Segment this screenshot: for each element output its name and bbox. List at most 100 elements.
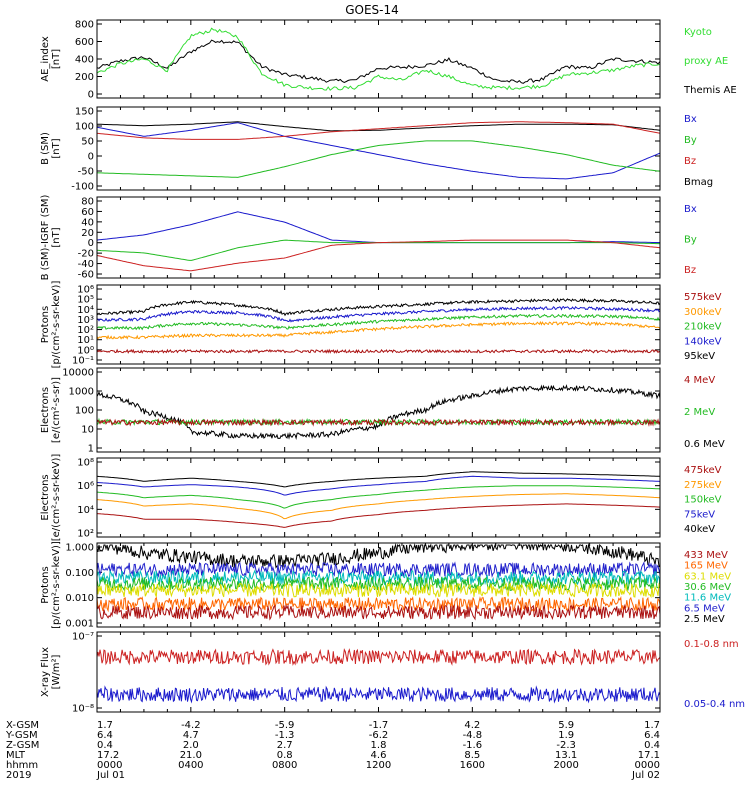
series-line	[96, 685, 661, 704]
legend-entry: Bz	[684, 265, 696, 276]
ephemeris-cell: 0.4	[97, 740, 113, 751]
legend-entry: Themis AE	[683, 85, 737, 96]
panel-xray: X-ray Flux[W/m²] 10⁻⁷ 10⁻⁸ 0.1-0.8 nm 0.05-0…	[40, 631, 745, 715]
y-axis-label-line: Electrons	[40, 474, 51, 520]
y-axis-label-line: [p/(cm²-s-sr-keV)]	[51, 281, 62, 369]
y-tick-label: 0.001	[65, 619, 94, 630]
legend-entry: 30.6 MeV	[684, 582, 731, 593]
legend-entry: 4 MeV	[684, 375, 715, 386]
y-tick-label: 80	[81, 197, 94, 208]
ephemeris-cell: 4.6	[371, 750, 387, 761]
y-axis-label-line: [p/(cm²-s-sr-keV)]	[51, 541, 62, 629]
legend-entry: 475keV	[684, 465, 722, 476]
y-axis-label-line: X-ray Flux	[40, 647, 51, 697]
y-axis-label-line: [nT]	[51, 138, 62, 158]
ephemeris-cell: -4.2	[181, 720, 201, 731]
y-tick-label: 40	[81, 217, 94, 228]
ephemeris-cell: 0000	[635, 760, 660, 771]
series-line	[96, 384, 661, 441]
ephemeris-cell: 5.9	[558, 720, 574, 731]
series-line	[96, 297, 661, 317]
ephemeris-cell: -4.8	[463, 730, 483, 741]
panel-b_sm: B (SM)[nT] 150 100 50 0 -50 -100 Bx By Bz Bmag	[40, 106, 713, 193]
ephemeris-cell: 1.8	[371, 740, 387, 751]
series-line	[96, 211, 660, 244]
legend-entry: Bx	[684, 204, 697, 215]
y-tick-label: 0	[88, 238, 94, 249]
panel-protons_kev: Protons[p/(cm²-s-sr-keV)] 10⁶10⁵10⁴10³10²…	[40, 281, 722, 369]
series-line	[96, 648, 661, 666]
ephemeris-cell: 0800	[272, 760, 297, 771]
ephemeris-cell: 6.4	[97, 730, 113, 741]
series-line	[96, 503, 661, 528]
ephemeris-table: X-GSMY-GSMZ-GSMMLThhmm20191.76.40.417.20…	[5, 720, 660, 781]
y-tick-label: 150	[75, 107, 94, 118]
ephemeris-cell: 0000	[97, 760, 122, 771]
y-axis-label: Electrons[e/(cm²-s-sr)]	[40, 377, 62, 443]
y-axis-label-line: AE_index	[40, 36, 51, 82]
legend-entry: proxy AE	[684, 56, 728, 67]
y-tick-label: 10000	[62, 368, 94, 379]
ephemeris-cell: 1.7	[97, 720, 113, 731]
series-line	[96, 561, 661, 579]
y-axis-label-line: [W/m²]	[51, 654, 62, 689]
panel-electrons_kev: Electrons[e/(cm²-s-sr-keV)] 10⁸ 10⁶ 10⁴ 10² 4…	[40, 454, 722, 542]
legend-entry: Bz	[684, 156, 696, 167]
legend-entry: 0.05-0.4 nm	[684, 699, 745, 710]
y-tick-label: 600	[75, 37, 94, 48]
panel-electrons_mev: Electrons[e/(cm²-s-sr)]10000 1000 100 10 1 4 …	[40, 367, 725, 455]
y-axis-label-line: Protons	[40, 566, 51, 603]
y-tick-label: 0.100	[65, 568, 94, 579]
ephemeris-cell: 17.1	[638, 750, 660, 761]
y-tick-label: 100	[75, 122, 94, 133]
y-tick-label: 400	[75, 55, 94, 66]
y-tick-label: 10	[81, 425, 94, 436]
ephemeris-cell: Jul 02	[631, 770, 660, 781]
ephemeris-row-label: 2019	[6, 770, 31, 781]
ephemeris-cell: 2.7	[277, 740, 293, 751]
legend-entry: 433 MeV	[684, 550, 728, 561]
legend-entry: 6.5 MeV	[684, 603, 725, 614]
y-tick-label: 10⁴	[77, 505, 94, 516]
y-tick-label: -100	[71, 182, 94, 193]
legend-entry: 150keV	[684, 495, 722, 506]
ephemeris-cell: Jul 01	[96, 770, 125, 781]
y-tick-label: 10⁴	[77, 305, 94, 316]
ephemeris-cell: 0400	[178, 760, 203, 771]
y-tick-label: 10⁻⁷	[72, 632, 94, 643]
y-axis-label: X-ray Flux[W/m²]	[40, 647, 62, 697]
legend-entry: By	[684, 135, 697, 146]
y-tick-label: 10³	[77, 315, 94, 326]
ephemeris-cell: 17.2	[97, 750, 119, 761]
y-tick-label: 10⁻¹	[72, 356, 94, 367]
ephemeris-cell: -1.7	[369, 720, 389, 731]
y-tick-label: 1	[88, 444, 94, 455]
legend-entry: 140keV	[684, 336, 722, 347]
panel-frame	[96, 367, 661, 453]
legend-entry: 2 MeV	[684, 407, 715, 418]
y-tick-label: 10⁻⁸	[72, 704, 94, 715]
y-axis-label-line: [nT]	[51, 49, 62, 69]
series-line	[96, 121, 661, 140]
y-axis-label: Electrons[e/(cm²-s-sr-keV)]	[40, 454, 62, 542]
ephemeris-cell: -2.3	[556, 740, 576, 751]
series-line	[96, 471, 660, 488]
y-tick-label: -50	[78, 167, 94, 178]
y-tick-label: 10²	[77, 325, 94, 336]
series-line	[96, 595, 661, 613]
legend-entry: 0.6 MeV	[684, 439, 725, 450]
ephemeris-cell: 1.7	[644, 720, 660, 731]
y-tick-label: 0	[88, 152, 94, 163]
y-tick-label: 10⁰	[77, 345, 94, 356]
legend-entry: 95keV	[684, 351, 715, 362]
y-tick-label: 0.010	[65, 593, 94, 604]
panel-protons_mev: Protons[p/(cm²-s-sr-keV)] 1.000 0.100 0.010…	[40, 541, 731, 629]
series-line	[96, 121, 661, 132]
y-tick-label: -20	[78, 249, 94, 260]
ephemeris-cell: 4.7	[183, 730, 199, 741]
series-line	[96, 569, 661, 587]
y-axis-label-line: [nT]	[51, 227, 62, 247]
y-axis-label: B (SM)-IGRF (SM)[nT]	[40, 195, 62, 281]
